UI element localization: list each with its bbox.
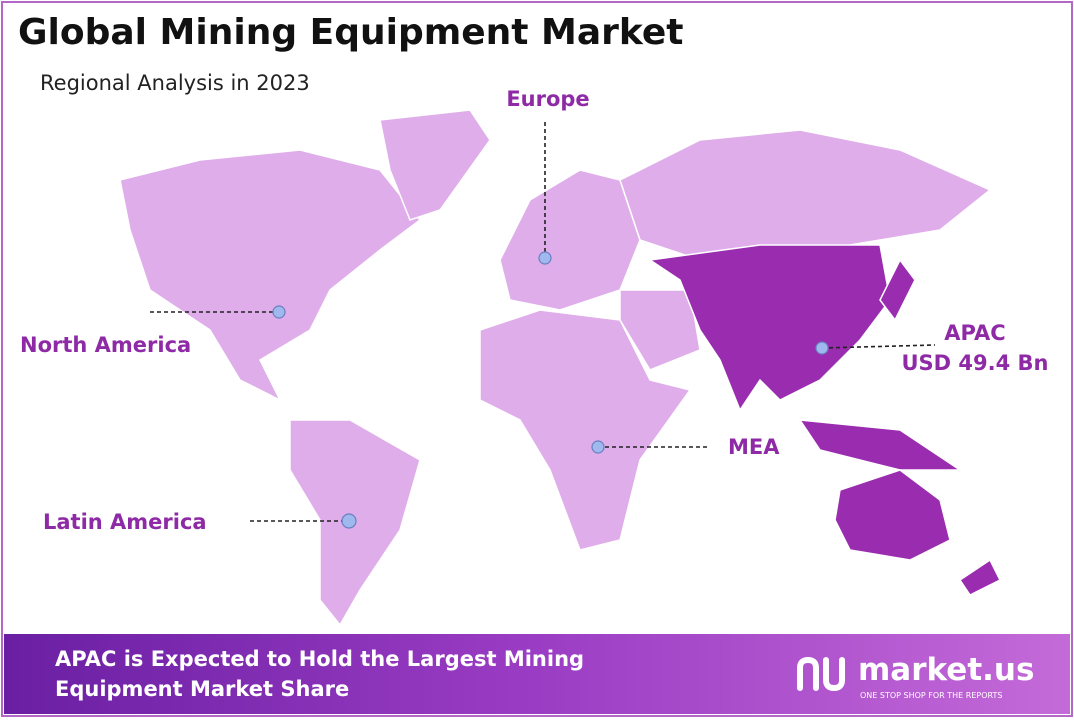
region-label: APAC <box>944 321 1005 345</box>
footer-text: Equipment Market Share <box>55 677 349 701</box>
title: Global Mining Equipment Market <box>18 12 684 53</box>
callouts <box>150 122 936 529</box>
logo-icon <box>797 656 845 692</box>
region-label: Europe <box>506 87 589 111</box>
logo: market.us <box>858 652 1034 688</box>
region-label: Latin America <box>43 510 207 534</box>
world-map <box>119 109 1002 627</box>
footer-text: APAC is Expected to Hold the Largest Min… <box>55 647 584 671</box>
region-label: North America <box>20 333 191 357</box>
region-label: MEA <box>728 435 780 459</box>
region-value: USD 49.4 Bn <box>902 351 1049 375</box>
footer-banner <box>4 634 1070 714</box>
logo-tagline: ONE STOP SHOP FOR THE REPORTS <box>860 691 1002 700</box>
subtitle: Regional Analysis in 2023 <box>40 71 310 95</box>
